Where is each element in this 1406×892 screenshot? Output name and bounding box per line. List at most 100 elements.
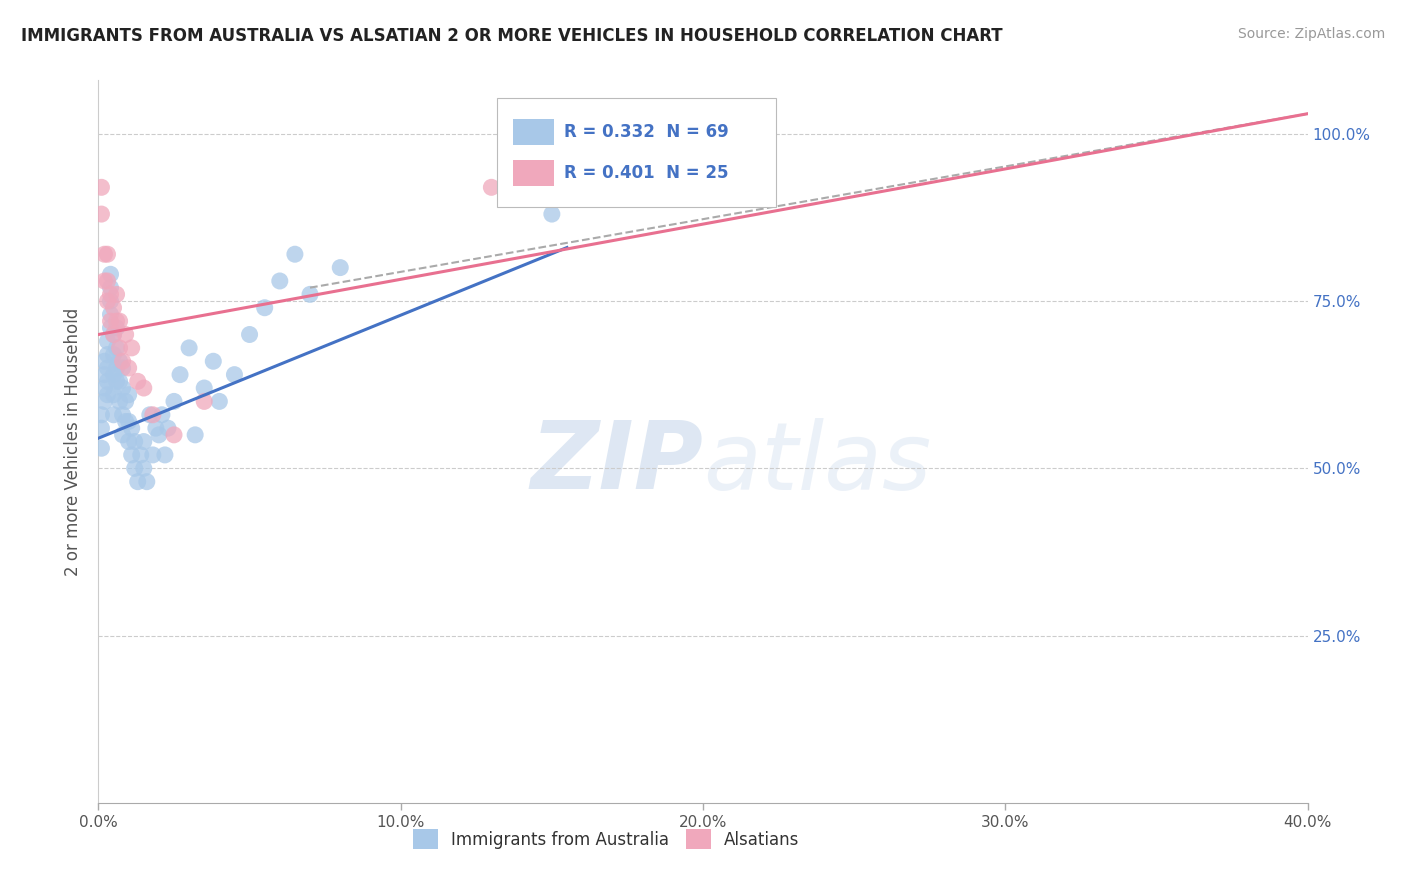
Point	[132, 434, 155, 449]
Point	[150, 408, 173, 422]
Point	[108, 394, 131, 409]
Point	[118, 387, 141, 401]
Point	[184, 427, 207, 442]
Point	[163, 427, 186, 442]
Point	[100, 307, 122, 322]
Point	[124, 461, 146, 475]
Point	[121, 421, 143, 435]
Point	[105, 314, 128, 328]
Point	[90, 207, 112, 221]
Point	[96, 334, 118, 349]
Point	[208, 394, 231, 409]
Text: R = 0.401  N = 25: R = 0.401 N = 25	[564, 164, 728, 182]
Text: atlas: atlas	[703, 417, 931, 508]
Point	[329, 260, 352, 275]
Point	[105, 321, 128, 335]
Point	[108, 354, 131, 368]
Point	[127, 375, 149, 389]
Point	[93, 381, 115, 395]
Text: Source: ZipAtlas.com: Source: ZipAtlas.com	[1237, 27, 1385, 41]
FancyBboxPatch shape	[498, 98, 776, 207]
Point	[163, 394, 186, 409]
Point	[96, 247, 118, 261]
Point	[193, 381, 215, 395]
Point	[114, 414, 136, 429]
Point	[103, 301, 125, 315]
Point	[127, 475, 149, 489]
Point	[105, 341, 128, 355]
Point	[121, 341, 143, 355]
Point	[108, 375, 131, 389]
Point	[103, 368, 125, 382]
Point	[142, 448, 165, 462]
Text: IMMIGRANTS FROM AUSTRALIA VS ALSATIAN 2 OR MORE VEHICLES IN HOUSEHOLD CORRELATIO: IMMIGRANTS FROM AUSTRALIA VS ALSATIAN 2 …	[21, 27, 1002, 45]
Point	[111, 354, 134, 368]
Point	[111, 408, 134, 422]
Point	[108, 314, 131, 328]
Point	[96, 294, 118, 309]
Point	[118, 414, 141, 429]
FancyBboxPatch shape	[513, 160, 554, 186]
Point	[169, 368, 191, 382]
Point	[540, 207, 562, 221]
Legend: Immigrants from Australia, Alsatians: Immigrants from Australia, Alsatians	[406, 822, 806, 856]
Point	[132, 381, 155, 395]
Point	[111, 427, 134, 442]
Point	[103, 348, 125, 362]
Point	[103, 387, 125, 401]
Point	[179, 341, 201, 355]
Point	[100, 294, 122, 309]
Point	[142, 408, 165, 422]
Point	[193, 394, 215, 409]
Point	[202, 354, 225, 368]
Point	[111, 381, 134, 395]
Point	[100, 268, 122, 282]
Point	[481, 180, 503, 194]
Point	[118, 361, 141, 376]
Point	[100, 281, 122, 295]
Point	[145, 421, 167, 435]
Point	[111, 361, 134, 376]
Point	[148, 427, 170, 442]
Point	[93, 247, 115, 261]
Point	[96, 387, 118, 401]
Point	[224, 368, 246, 382]
Point	[96, 348, 118, 362]
Point	[269, 274, 291, 288]
Point	[93, 368, 115, 382]
Point	[299, 287, 322, 301]
Point	[239, 327, 262, 342]
Point	[114, 394, 136, 409]
Point	[96, 274, 118, 288]
Point	[103, 327, 125, 342]
Point	[90, 408, 112, 422]
Point	[93, 274, 115, 288]
Point	[105, 287, 128, 301]
Point	[121, 448, 143, 462]
Point	[105, 375, 128, 389]
Point	[93, 354, 115, 368]
Point	[124, 434, 146, 449]
Point	[108, 341, 131, 355]
Point	[90, 180, 112, 194]
Point	[103, 327, 125, 342]
Point	[118, 434, 141, 449]
FancyBboxPatch shape	[513, 119, 554, 145]
Point	[103, 408, 125, 422]
Point	[96, 361, 118, 376]
Point	[135, 475, 157, 489]
Text: R = 0.332  N = 69: R = 0.332 N = 69	[564, 122, 728, 141]
Y-axis label: 2 or more Vehicles in Household: 2 or more Vehicles in Household	[65, 308, 83, 575]
Point	[139, 408, 162, 422]
Point	[90, 421, 112, 435]
Point	[153, 448, 176, 462]
Point	[100, 314, 122, 328]
Point	[90, 442, 112, 455]
Point	[100, 321, 122, 335]
Point	[156, 421, 179, 435]
Point	[100, 287, 122, 301]
Text: ZIP: ZIP	[530, 417, 703, 509]
Point	[129, 448, 152, 462]
Point	[96, 375, 118, 389]
Point	[114, 327, 136, 342]
